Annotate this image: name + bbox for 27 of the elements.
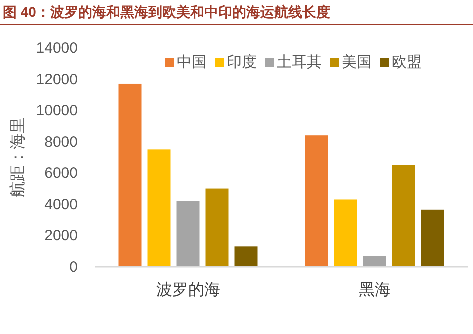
bar [421, 210, 444, 267]
bar [206, 188, 229, 267]
bar [234, 246, 258, 267]
y-tick-label: 12000 [36, 71, 78, 88]
y-tick-label: 6000 [44, 165, 78, 182]
legend-label: 欧盟 [392, 54, 422, 71]
bar [176, 201, 200, 267]
legend-label: 土耳其 [277, 54, 322, 71]
x-tick-label: 波罗的海 [156, 281, 220, 299]
bar [334, 200, 358, 267]
x-tick-label: 黑海 [358, 282, 391, 299]
bar [392, 165, 416, 267]
bar [305, 136, 328, 267]
legend-label: 美国 [342, 54, 372, 71]
y-tick-label: 14000 [36, 40, 78, 57]
bar [148, 150, 171, 267]
y-tick-label: 10000 [36, 102, 78, 120]
y-tick-label: 4000 [44, 196, 78, 214]
y-tick-label: 0 [70, 259, 78, 276]
y-tick-label: 8000 [44, 134, 78, 151]
y-axis-title: 航距：海里 [9, 118, 27, 198]
chart-title: 图 40：波罗的海和黑海到欧美和中印的海运航线长度 [3, 4, 330, 20]
bar [363, 256, 386, 267]
y-tick-label: 2000 [44, 228, 78, 245]
legend-label: 中国 [177, 54, 207, 71]
legend-label: 印度 [227, 54, 257, 71]
bar [118, 84, 142, 267]
